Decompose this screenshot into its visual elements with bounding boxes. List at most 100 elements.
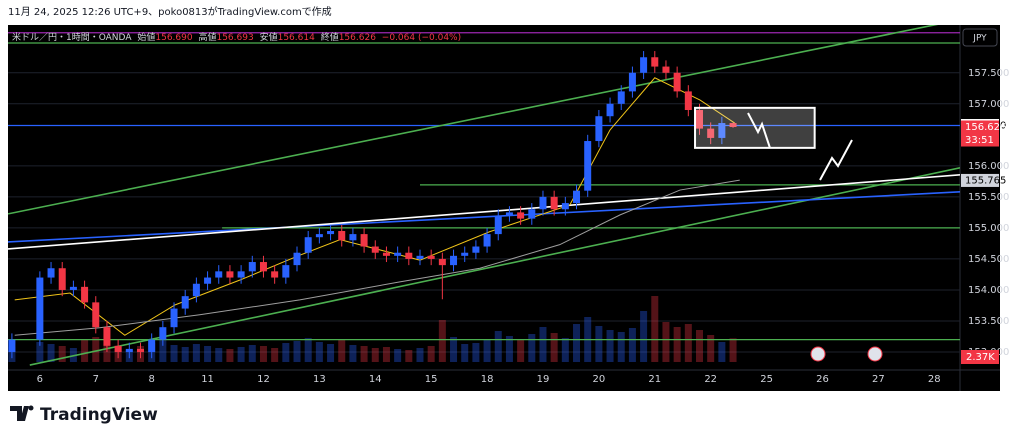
candle-body <box>125 348 133 353</box>
volume-bar <box>204 346 212 362</box>
volume-bar <box>382 347 390 362</box>
arrow-down <box>747 112 771 149</box>
x-tick-label: 22 <box>704 374 717 385</box>
logo: TradingView <box>10 405 158 425</box>
value: 156.690 <box>155 33 192 43</box>
candle-body <box>561 203 569 210</box>
currency[interactable]: JPY <box>972 34 987 44</box>
candle-body <box>282 265 290 278</box>
value: 156.614 <box>278 33 315 43</box>
candle-body <box>170 308 178 328</box>
candle-body <box>8 339 16 353</box>
countdown: 33:51 <box>965 135 994 146</box>
event-flag[interactable] <box>867 346 883 362</box>
volume-bar <box>539 327 547 362</box>
trend-line <box>8 174 960 250</box>
price-marker <box>961 173 999 187</box>
volume-bar <box>159 339 167 362</box>
volume-bar <box>237 347 245 362</box>
volume-bar <box>651 296 659 362</box>
candle-body <box>159 327 167 340</box>
volume-bar <box>338 340 346 362</box>
candle-body <box>382 252 390 256</box>
volume-bar <box>92 337 100 362</box>
candle-body <box>595 116 603 142</box>
candle-body <box>707 128 715 138</box>
y-tick-label: 154.000 <box>968 285 1009 296</box>
volume-bar <box>327 344 335 362</box>
candle-body <box>114 345 122 353</box>
y-tick-label: 155.000 <box>968 223 1009 234</box>
volume-bar <box>315 342 323 362</box>
info-line: 米ドル／円・1時間・OANDA 始値156.690 高値156.693 安値15… <box>12 31 461 43</box>
moving-average <box>14 77 735 336</box>
candle-body <box>36 277 44 340</box>
candle-body <box>427 255 435 259</box>
candle-body <box>729 123 737 128</box>
volume-marker <box>961 350 999 364</box>
candle-body <box>662 66 670 73</box>
candle-body <box>494 215 502 235</box>
x-tick-label: 28 <box>928 374 941 385</box>
y-tick-label: 157.500 <box>968 68 1009 79</box>
candle-body <box>505 212 513 216</box>
candle-body <box>405 252 413 259</box>
volume-bar <box>259 346 267 362</box>
volume-bar <box>617 332 625 362</box>
volume-bar <box>36 342 44 362</box>
volume-bar <box>371 348 379 362</box>
candle-body <box>673 72 681 92</box>
volume-bar <box>494 331 502 362</box>
candle-body <box>450 255 458 266</box>
x-tick-label: 7 <box>93 374 99 385</box>
logo-dot <box>28 405 34 411</box>
volume-bar <box>405 350 413 362</box>
x-tick-label: 19 <box>537 374 550 385</box>
label: 終値 <box>321 31 339 43</box>
volume-bar <box>360 346 368 362</box>
volume-bar <box>606 330 614 362</box>
candle-body <box>293 252 301 266</box>
volume-bar <box>349 345 357 362</box>
candle-body <box>192 283 200 297</box>
currency-button[interactable] <box>962 28 998 47</box>
candle-body <box>58 268 66 290</box>
y-tick-label: 157.000 <box>968 99 1009 110</box>
candle-body <box>584 141 592 191</box>
candle-body <box>360 234 368 247</box>
price-marker-label: 156.626 <box>965 122 1006 133</box>
candle-body <box>718 123 726 138</box>
volume-bar <box>438 320 446 362</box>
volume-bar <box>304 338 312 362</box>
candle-body <box>640 57 648 73</box>
candle-body <box>47 268 55 278</box>
volume-bar <box>47 344 55 362</box>
x-tick-label: 12 <box>257 374 270 385</box>
candle-body <box>69 286 77 290</box>
event-flag[interactable] <box>810 346 826 362</box>
candle-body <box>617 91 625 104</box>
volume-bar <box>550 333 558 362</box>
candle-body <box>472 246 480 253</box>
candle-body <box>695 110 703 129</box>
x-tick-label: 20 <box>593 374 606 385</box>
volume-bar <box>81 340 89 362</box>
events <box>810 346 883 362</box>
candle-body <box>327 231 335 235</box>
volume-bar <box>573 324 581 362</box>
chart-background <box>8 25 1000 391</box>
candle-body <box>394 252 402 256</box>
volume-bar <box>226 349 234 362</box>
candle-body <box>237 271 245 278</box>
moving-average <box>14 179 740 336</box>
candle-body <box>349 234 357 241</box>
x-tick-label: 6 <box>37 374 43 385</box>
volume-bar <box>517 340 525 362</box>
volume-bar <box>729 338 737 362</box>
candle-body <box>483 234 491 247</box>
price-marker <box>961 120 999 147</box>
candle-body <box>550 196 558 210</box>
volume-bar <box>505 336 513 362</box>
caption: 11月 24, 2025 12:26 UTC+9、poko0813がTradin… <box>8 5 332 18</box>
volume-bar <box>662 322 670 362</box>
